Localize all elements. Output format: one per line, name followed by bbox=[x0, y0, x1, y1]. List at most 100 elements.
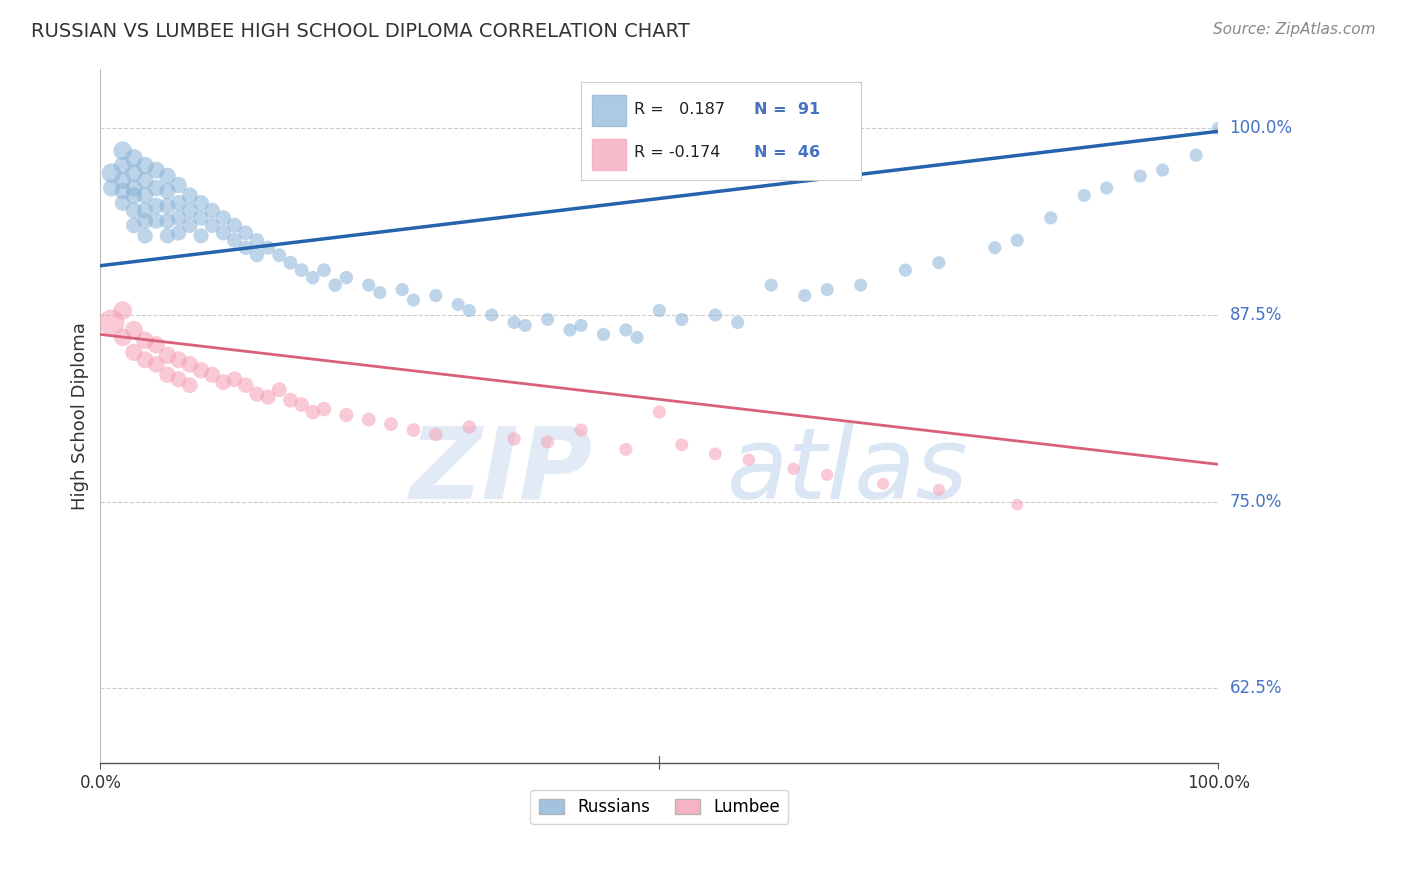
Point bbox=[122, 323, 145, 337]
Point bbox=[614, 442, 637, 457]
Point bbox=[201, 219, 224, 233]
Point bbox=[134, 159, 156, 173]
Point bbox=[145, 338, 167, 352]
Point bbox=[224, 372, 246, 386]
Point bbox=[190, 196, 212, 211]
Point bbox=[928, 483, 950, 497]
Point bbox=[201, 203, 224, 218]
Point bbox=[134, 334, 156, 348]
Point bbox=[648, 405, 671, 419]
Point bbox=[380, 417, 402, 431]
Point bbox=[179, 188, 201, 202]
Text: ZIP: ZIP bbox=[409, 423, 592, 520]
Point bbox=[592, 327, 614, 342]
Point bbox=[458, 303, 481, 318]
Point bbox=[167, 178, 190, 192]
Point bbox=[179, 357, 201, 371]
Point bbox=[402, 423, 425, 437]
Point bbox=[111, 173, 134, 187]
Point bbox=[122, 151, 145, 165]
Point bbox=[111, 196, 134, 211]
Point bbox=[761, 278, 783, 293]
Point bbox=[100, 316, 122, 330]
Point bbox=[1005, 233, 1028, 247]
Point bbox=[156, 169, 179, 183]
Point bbox=[122, 345, 145, 359]
Point bbox=[503, 432, 526, 446]
Point bbox=[111, 159, 134, 173]
Point bbox=[291, 398, 314, 412]
Text: atlas: atlas bbox=[727, 423, 969, 520]
Point bbox=[179, 203, 201, 218]
Point bbox=[536, 434, 558, 449]
Point bbox=[179, 219, 201, 233]
Point bbox=[167, 352, 190, 367]
Point bbox=[212, 375, 235, 389]
Point bbox=[425, 288, 447, 302]
Point bbox=[201, 368, 224, 382]
Point bbox=[301, 405, 323, 419]
Point bbox=[1208, 121, 1230, 136]
Point bbox=[122, 166, 145, 180]
Point bbox=[704, 308, 727, 322]
Point bbox=[357, 278, 380, 293]
Text: 75.0%: 75.0% bbox=[1230, 492, 1282, 511]
Point bbox=[738, 453, 761, 467]
Point bbox=[1185, 148, 1208, 162]
Point bbox=[156, 199, 179, 213]
Point bbox=[246, 387, 269, 401]
Point bbox=[894, 263, 917, 277]
Point bbox=[1005, 498, 1028, 512]
Point bbox=[134, 203, 156, 218]
Point bbox=[122, 219, 145, 233]
Point bbox=[122, 181, 145, 195]
Point bbox=[156, 228, 179, 243]
Point bbox=[558, 323, 581, 337]
Point bbox=[357, 412, 380, 426]
Point bbox=[1152, 163, 1174, 178]
Point bbox=[100, 166, 122, 180]
Point bbox=[626, 330, 648, 344]
Point bbox=[145, 199, 167, 213]
Point bbox=[368, 285, 391, 300]
Point bbox=[536, 312, 558, 326]
Point bbox=[928, 256, 950, 270]
Text: RUSSIAN VS LUMBEE HIGH SCHOOL DIPLOMA CORRELATION CHART: RUSSIAN VS LUMBEE HIGH SCHOOL DIPLOMA CO… bbox=[31, 22, 690, 41]
Point bbox=[134, 352, 156, 367]
Point bbox=[872, 476, 894, 491]
Point bbox=[190, 228, 212, 243]
Point bbox=[648, 303, 671, 318]
Point bbox=[145, 357, 167, 371]
Point bbox=[212, 226, 235, 240]
Point bbox=[134, 173, 156, 187]
Point bbox=[156, 348, 179, 362]
Point bbox=[614, 323, 637, 337]
Point bbox=[727, 316, 749, 330]
Point bbox=[111, 330, 134, 344]
Point bbox=[458, 420, 481, 434]
Point bbox=[111, 144, 134, 158]
Point bbox=[301, 270, 323, 285]
Point bbox=[782, 462, 804, 476]
Point bbox=[156, 368, 179, 382]
Point bbox=[257, 390, 280, 404]
Point bbox=[671, 312, 693, 326]
Point bbox=[323, 278, 346, 293]
Point bbox=[269, 383, 291, 397]
Point bbox=[122, 188, 145, 202]
Point bbox=[224, 219, 246, 233]
Point bbox=[671, 438, 693, 452]
Point bbox=[291, 263, 314, 277]
Point bbox=[190, 363, 212, 377]
Point bbox=[111, 303, 134, 318]
Point bbox=[235, 378, 257, 392]
Point bbox=[1129, 169, 1152, 183]
Point bbox=[224, 233, 246, 247]
Point bbox=[100, 181, 122, 195]
Point bbox=[335, 270, 357, 285]
Point bbox=[145, 214, 167, 228]
Point bbox=[190, 211, 212, 225]
Point bbox=[391, 283, 413, 297]
Point bbox=[312, 263, 335, 277]
Point bbox=[235, 226, 257, 240]
